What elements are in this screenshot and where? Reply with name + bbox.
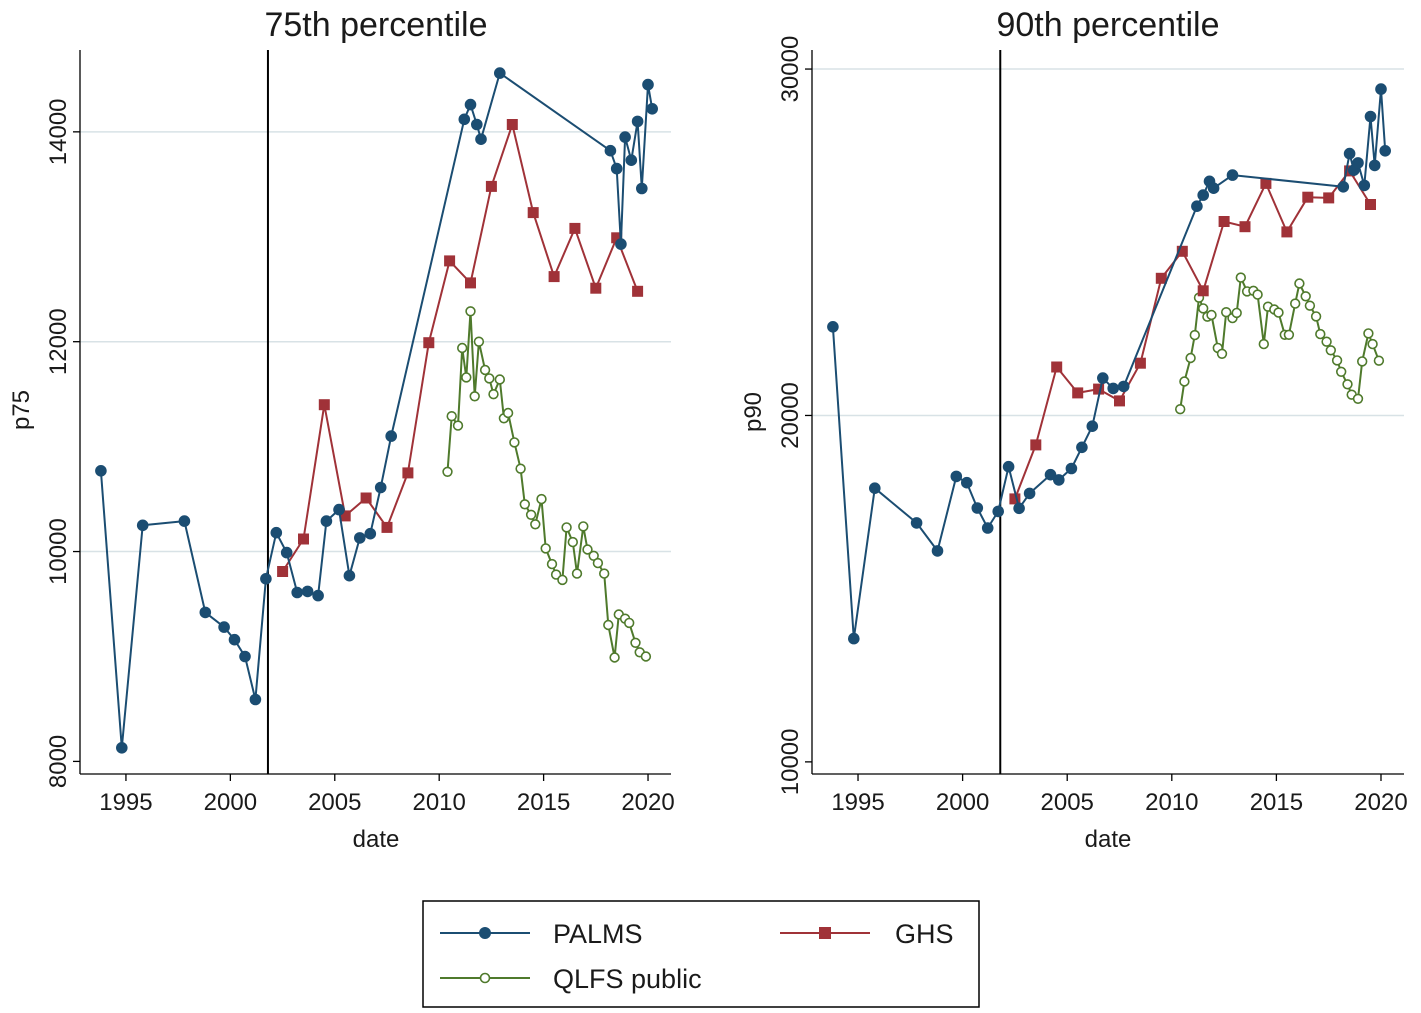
y-tick-label: 30000 (777, 36, 804, 103)
panel-90th: 90th percentile p90 date 10000 20000 30000… (740, 6, 1408, 853)
y-tick-label: 8000 (45, 735, 72, 788)
x-tick-label: 2000 (204, 789, 257, 816)
legend-item-qlfs: QLFS public (440, 964, 702, 994)
legend: PALMS GHS QLFS public (422, 900, 980, 1008)
x-tick-label: 1995 (831, 789, 884, 816)
series-line-palms (95, 67, 659, 754)
y-axis-label: p90 (740, 392, 767, 432)
legend-label: GHS (895, 919, 954, 949)
y-tick-label: 20000 (777, 382, 804, 449)
series-line-ghs (277, 119, 644, 577)
x-tick-label: 2005 (1041, 789, 1094, 816)
y-tick-label: 12000 (45, 308, 72, 375)
series-line-palms (827, 83, 1391, 645)
series-line-ghs (1009, 165, 1376, 505)
x-tick-label: 2020 (621, 789, 674, 816)
legend-label: PALMS (553, 919, 643, 949)
x-axis-label: date (1085, 826, 1132, 853)
y-axis-label: p75 (8, 390, 35, 430)
x-tick-label: 2010 (1145, 789, 1198, 816)
y-tick-label: 10000 (777, 729, 804, 796)
x-tick-label: 2015 (1250, 789, 1303, 816)
panel-title: 75th percentile (264, 6, 487, 44)
legend-box (422, 900, 980, 1008)
legend-label: QLFS public (553, 964, 702, 994)
x-tick-label: 2000 (936, 789, 989, 816)
x-tick-label: 2005 (308, 789, 361, 816)
panel-title: 90th percentile (996, 6, 1219, 44)
legend-marker (479, 927, 491, 939)
x-tick-label: 2010 (412, 789, 465, 816)
panel-75th: 75th percentile p75 date 8000 10000 12000 1… (8, 6, 675, 853)
x-tick-label: 1995 (99, 789, 152, 816)
x-axis-label: date (353, 826, 400, 853)
y-tick-label: 10000 (45, 518, 72, 585)
legend-item-palms: PALMS (440, 919, 643, 949)
series-line-qlfs-public (442, 306, 652, 663)
legend-item-ghs: GHS (780, 919, 954, 949)
series-line-qlfs-public (1174, 272, 1385, 415)
x-tick-label: 2020 (1354, 789, 1407, 816)
y-tick-label: 14000 (45, 98, 72, 165)
legend-marker (819, 927, 831, 939)
plot-area: 10000 20000 30000 1995 2000 2005 2010 2015 2020 (777, 36, 1408, 816)
plot-area: 8000 10000 12000 14000 1995 2000 2005 2010 2015 2… (45, 50, 675, 816)
x-tick-label: 2015 (517, 789, 570, 816)
legend-marker (479, 972, 491, 984)
